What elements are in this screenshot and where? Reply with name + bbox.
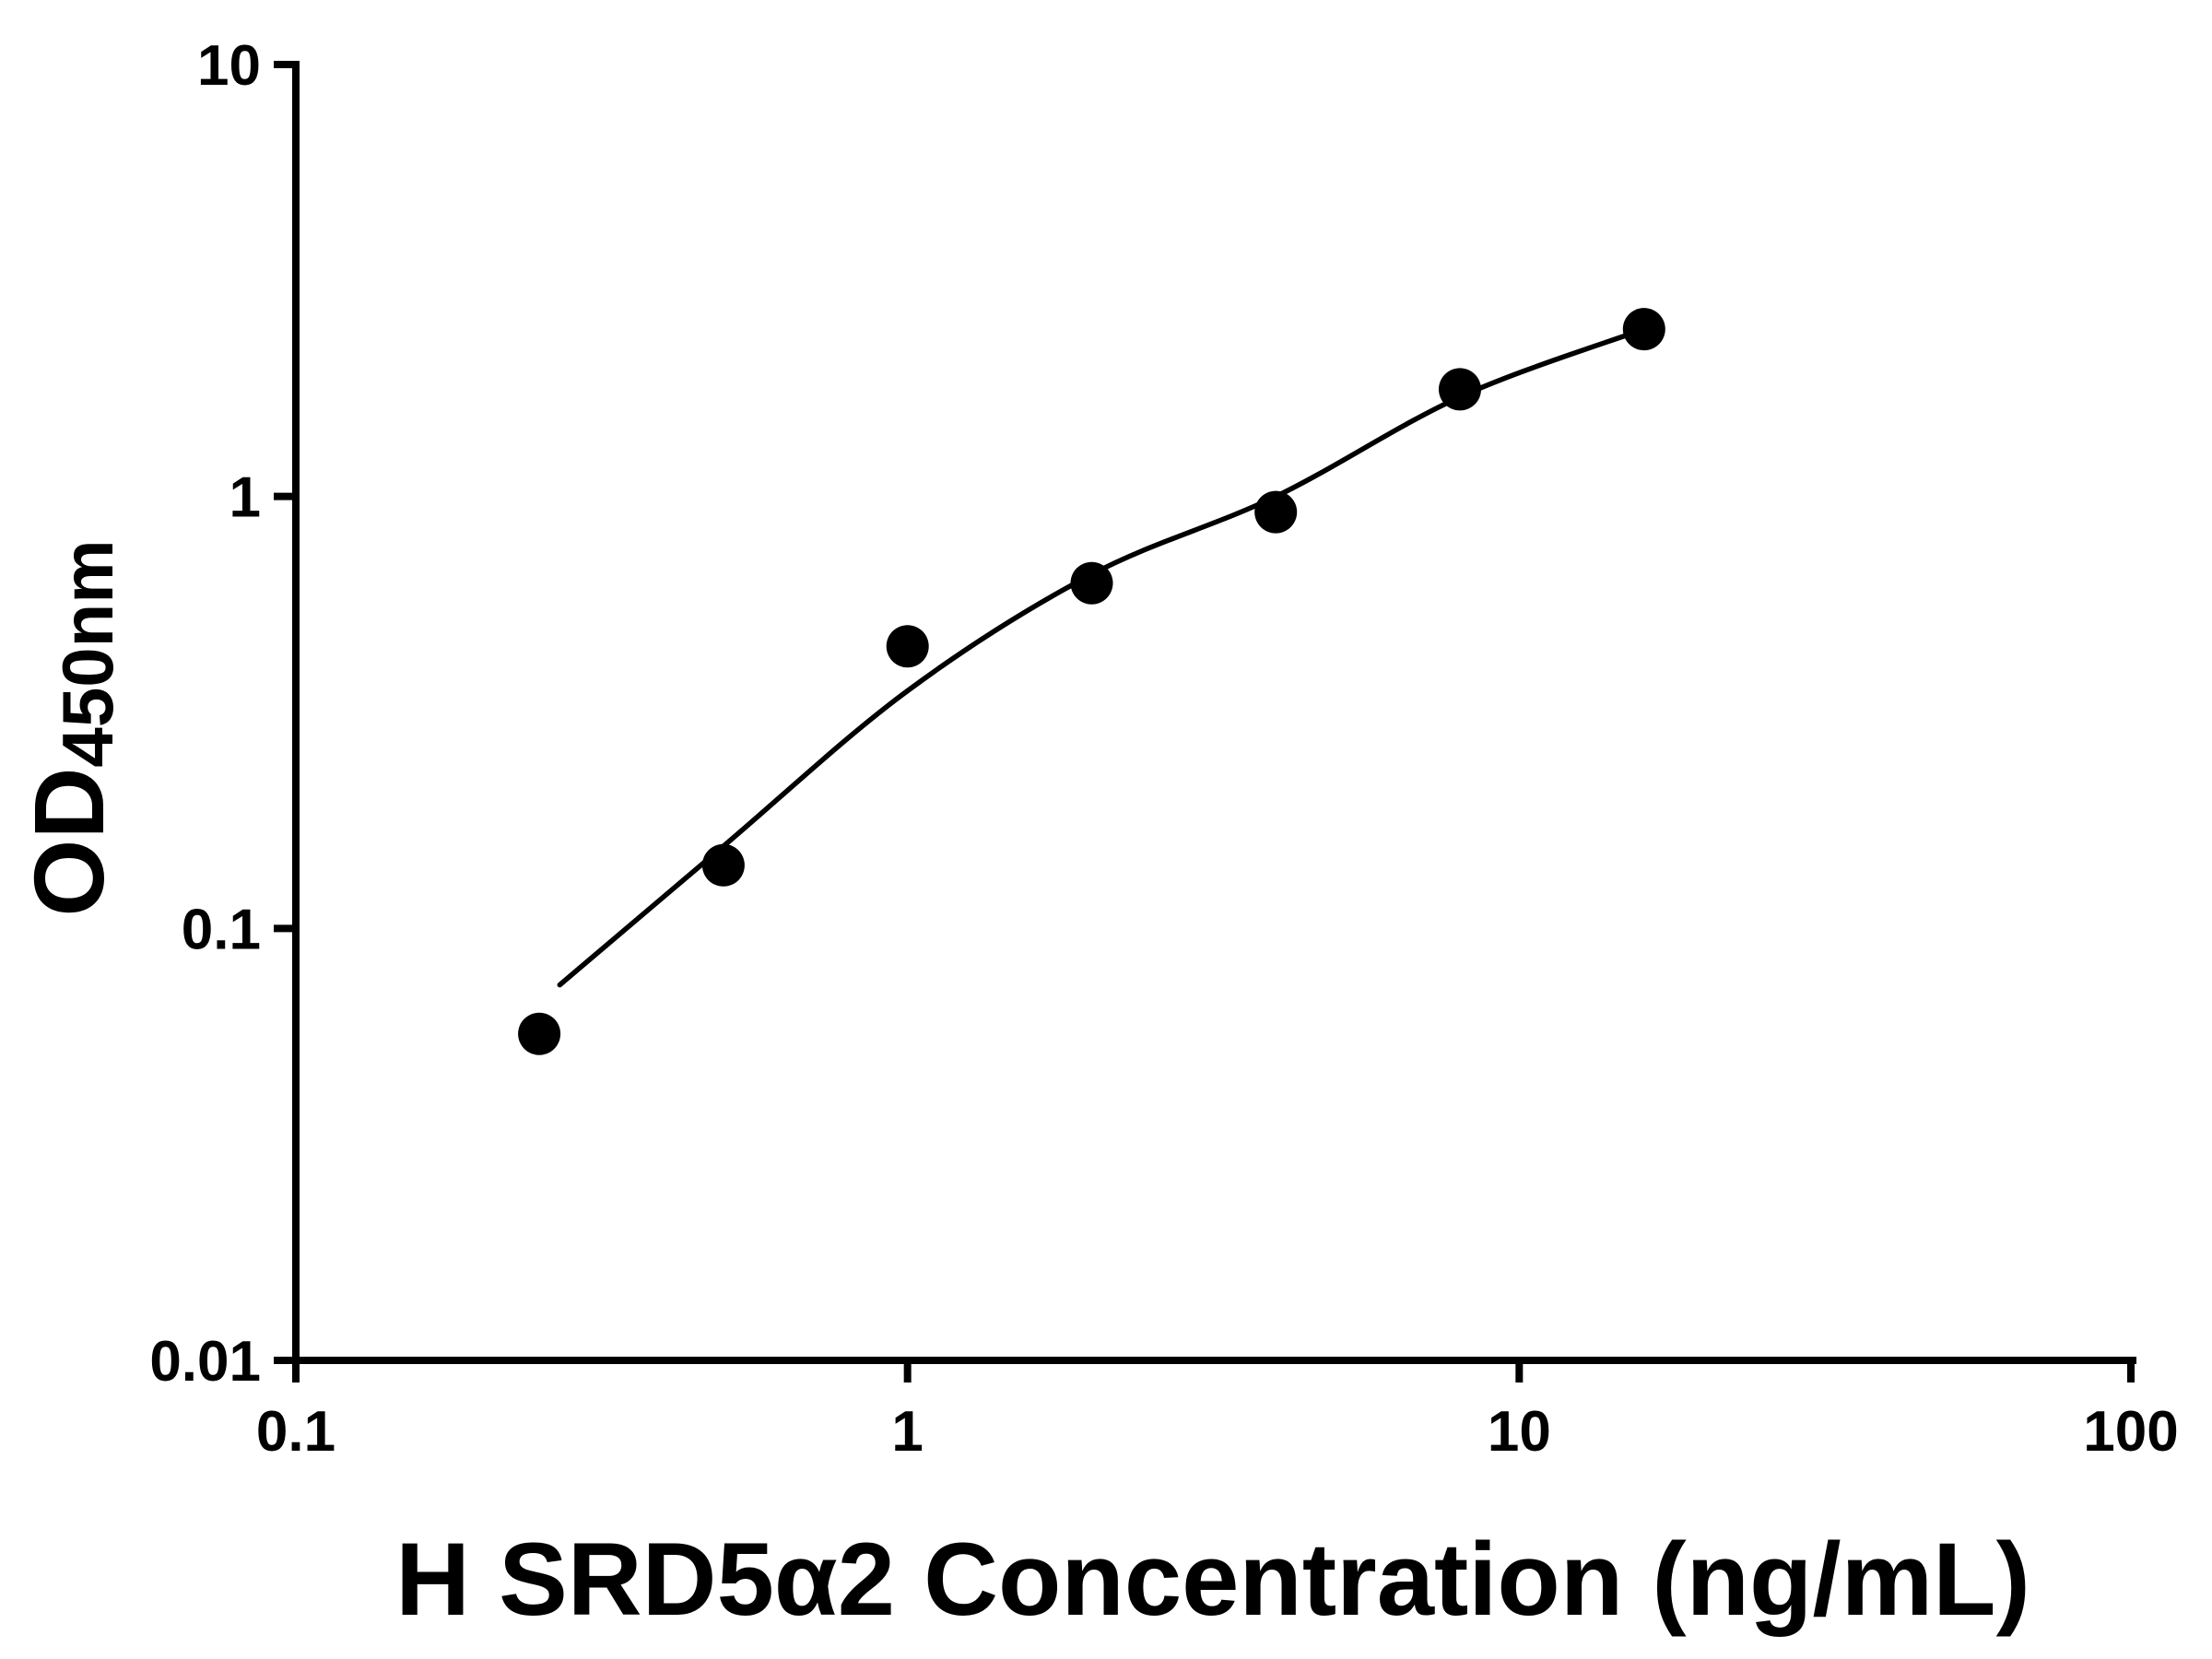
data-point bbox=[701, 843, 745, 887]
data-point bbox=[886, 625, 929, 668]
y-tick-label: 0.1 bbox=[182, 898, 261, 961]
y-axis-title: OD450nm bbox=[13, 539, 128, 916]
y-axis-title-sub: 450nm bbox=[47, 539, 128, 767]
axes bbox=[292, 61, 2136, 1364]
data-point bbox=[518, 1012, 561, 1055]
data-points-layer bbox=[518, 308, 1665, 1055]
fit-curve-layer bbox=[557, 326, 1647, 988]
y-tick-label: 1 bbox=[229, 466, 261, 530]
data-point bbox=[1622, 308, 1665, 351]
x-tick-label: 1 bbox=[891, 1400, 923, 1464]
y-tick-label: 0.01 bbox=[149, 1330, 261, 1394]
x-tick-label: 0.1 bbox=[256, 1400, 335, 1464]
y-axis-title-main: OD bbox=[13, 768, 124, 917]
data-point bbox=[1254, 490, 1298, 534]
fit-curve bbox=[557, 326, 1647, 988]
x-tick-label: 10 bbox=[1488, 1400, 1551, 1464]
y-tick-label: 10 bbox=[197, 34, 261, 98]
data-point bbox=[1070, 561, 1113, 605]
x-axis-title: H SRD5α2 Concentration (ng/mL) bbox=[395, 1522, 2030, 1637]
axis-spines bbox=[292, 61, 2136, 1364]
data-point bbox=[1439, 368, 1481, 411]
x-tick-label: 100 bbox=[2083, 1400, 2178, 1464]
